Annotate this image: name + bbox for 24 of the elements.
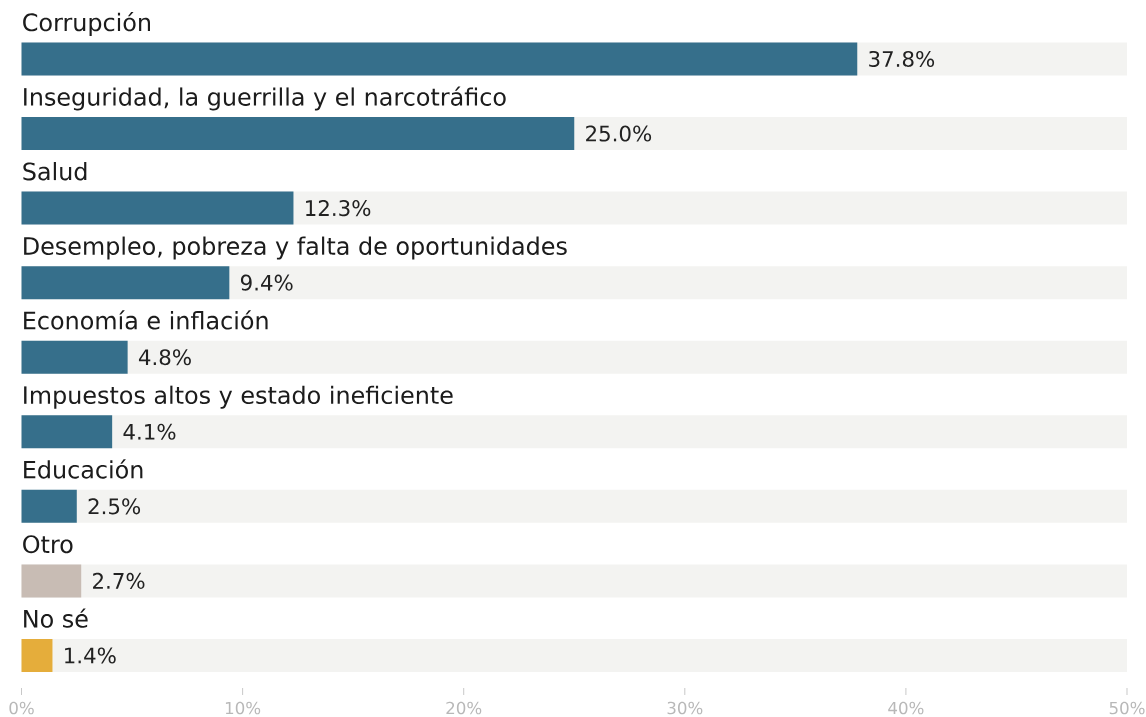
data-label: 12.3% xyxy=(306,200,371,217)
y-tick-label: Impuestos altos y estado ineficiente xyxy=(24,385,453,409)
data-label: 2.7% xyxy=(93,572,145,589)
data-label: 9.4% xyxy=(240,274,293,291)
y-tick-label: Economía e inflación xyxy=(24,310,268,330)
y-tick-label: Inseguridad, la guerrilla y el narcotráfico xyxy=(24,86,506,111)
data-label: 25.0% xyxy=(586,125,652,142)
data-label: 4.8% xyxy=(138,349,191,366)
data-label: 2.5% xyxy=(88,498,141,515)
y-tick-label: Corrupción xyxy=(23,11,150,36)
x-tick-label: 20% xyxy=(446,701,482,715)
x-tick-label: 30% xyxy=(667,701,703,715)
y-tick-label: Desempleo, pobreza y falta de oportunidades xyxy=(24,236,567,260)
y-tick-label: No sé xyxy=(24,608,88,628)
data-label: 1.4% xyxy=(65,647,116,664)
x-tick-label: 0% xyxy=(9,701,34,715)
x-tick-label: 10% xyxy=(225,701,261,715)
data-label: 37.8% xyxy=(869,50,935,68)
x-tick-label: 50% xyxy=(1109,701,1145,715)
x-tick-label: 40% xyxy=(888,701,924,715)
y-tick-label: Otro xyxy=(23,535,73,554)
data-label: 4.1% xyxy=(123,423,176,440)
y-tick-label: Educación xyxy=(24,459,143,479)
y-tick-label: Salud xyxy=(23,161,87,181)
